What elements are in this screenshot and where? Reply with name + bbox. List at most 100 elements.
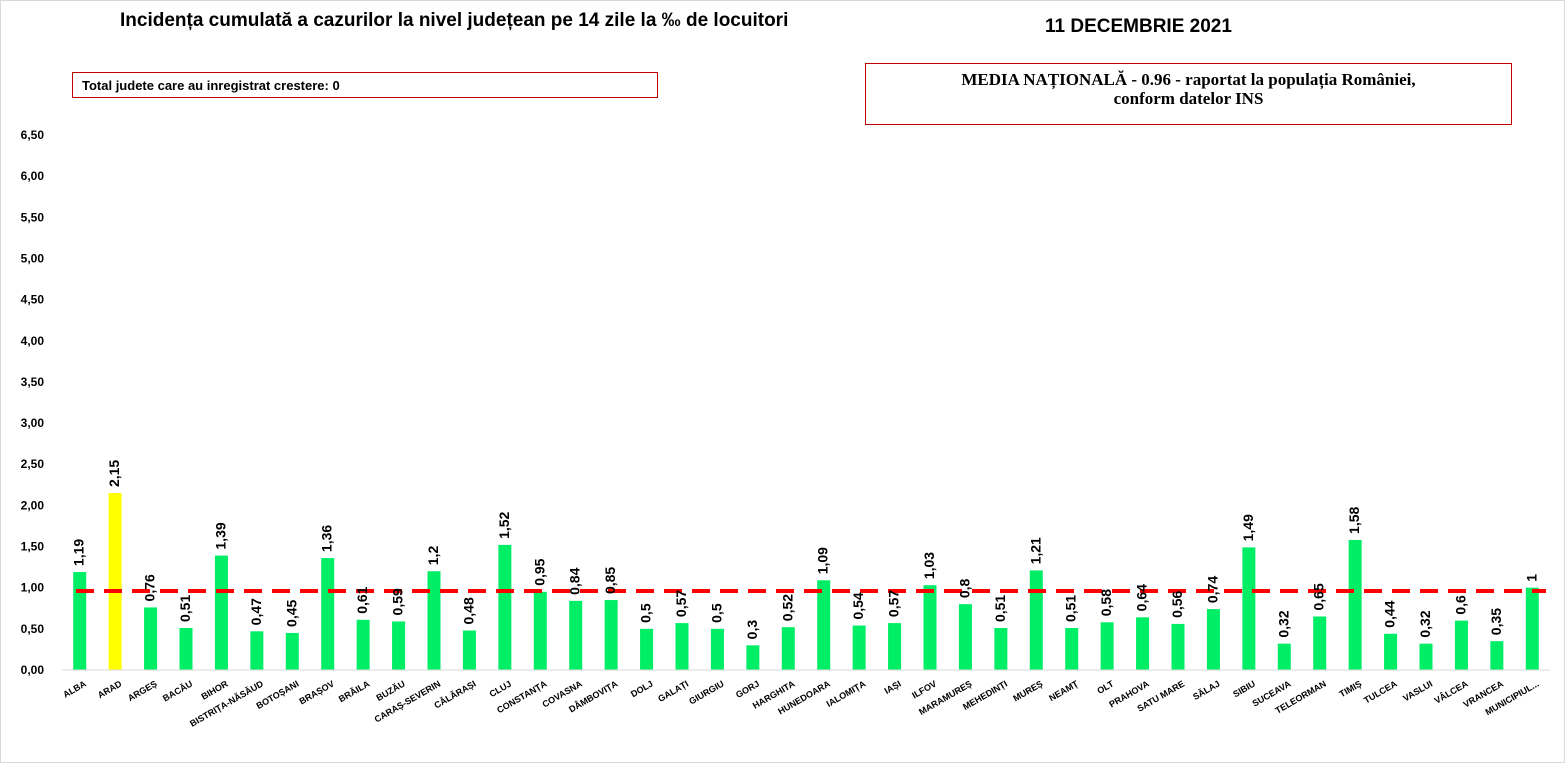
data-labels: 1,192,150,760,511,390,47 0,451,360,61 0,59… xyxy=(71,460,1540,640)
y-tick-label: 6,50 xyxy=(21,128,45,142)
bar xyxy=(710,628,724,670)
data-label: 1,52 xyxy=(496,511,512,538)
data-label: 0,51 xyxy=(1063,595,1079,622)
y-tick-label: 0,50 xyxy=(21,622,45,636)
data-label: 0,85 xyxy=(602,567,618,594)
y-tick-label: 5,00 xyxy=(21,251,45,265)
chart-title: Incidența cumulată a cazurilor la nivel … xyxy=(120,10,789,31)
category-label: BRAȘOV xyxy=(298,679,336,707)
category-label: SIBIU xyxy=(1231,679,1257,700)
bar xyxy=(569,600,583,670)
y-tick-label: 0,00 xyxy=(21,663,45,677)
data-label: 0,32 xyxy=(1275,610,1291,637)
bar xyxy=(604,600,618,670)
increase-count-box: Total judete care au inregistrat crester… xyxy=(72,72,658,98)
category-label: ARAD xyxy=(96,678,124,700)
category-label: TULCEA xyxy=(1362,678,1399,705)
y-axis: 0,00 0,50 1,00 1,50 2,00 2,50 3,00 3,50 4,00 4,50… xyxy=(21,128,45,677)
bar xyxy=(888,623,902,670)
category-label: GORJ xyxy=(734,679,761,700)
bar xyxy=(852,625,866,670)
bar xyxy=(923,585,937,670)
data-label: 0,51 xyxy=(992,595,1008,622)
bar xyxy=(1490,641,1504,670)
bar xyxy=(817,580,831,670)
data-label: 0,32 xyxy=(1417,610,1433,637)
category-label: GIURGIU xyxy=(687,679,725,707)
data-label: 0,52 xyxy=(779,594,795,621)
category-label: ALBA xyxy=(61,678,88,699)
category-label: VASLUI xyxy=(1401,679,1434,704)
data-label: 0,35 xyxy=(1488,608,1504,635)
bar xyxy=(640,628,654,670)
bar xyxy=(144,607,158,670)
data-label: 0,8 xyxy=(956,578,972,598)
data-label: 0,5 xyxy=(638,603,654,623)
data-label: 2,15 xyxy=(106,460,122,487)
bar xyxy=(1136,617,1150,670)
data-label: 0,51 xyxy=(177,595,193,622)
bar xyxy=(1171,623,1185,670)
bar xyxy=(285,632,299,670)
bar xyxy=(781,627,795,670)
report-date: 11 DECEMBRIE 2021 xyxy=(1045,16,1232,37)
data-label: 0,64 xyxy=(1134,584,1150,611)
bar xyxy=(321,558,335,670)
data-label: 0,54 xyxy=(850,592,866,619)
bar xyxy=(1454,620,1468,670)
data-label: 1,2 xyxy=(425,546,441,566)
bar xyxy=(1242,547,1256,670)
data-label: 0,84 xyxy=(567,567,583,594)
category-label: SĂLAJ xyxy=(1191,679,1222,702)
data-label: 0,61 xyxy=(354,586,370,613)
data-label: 0,95 xyxy=(531,558,547,585)
bar xyxy=(1206,609,1220,670)
bar xyxy=(498,544,512,670)
y-tick-label: 1,00 xyxy=(21,581,45,595)
data-label: 0,3 xyxy=(744,620,760,640)
bar xyxy=(356,619,370,670)
data-label: 0,47 xyxy=(248,598,264,625)
category-label: NEAMȚ xyxy=(1047,678,1080,703)
category-label: GALAȚI xyxy=(656,679,690,704)
y-tick-label: 3,00 xyxy=(21,416,45,430)
bar xyxy=(1277,643,1291,670)
data-label: 1,36 xyxy=(319,525,335,552)
bar xyxy=(1100,622,1114,670)
y-tick-label: 3,50 xyxy=(21,375,45,389)
data-label: 0,76 xyxy=(142,574,158,601)
bar xyxy=(1065,628,1079,670)
bar xyxy=(958,604,972,670)
national-average-line1: MEDIA NAȚIONALĂ - 0.96 - raportat la pop… xyxy=(961,70,1416,89)
bar xyxy=(108,493,122,670)
y-tick-label: 2,00 xyxy=(21,498,45,512)
data-label: 1,49 xyxy=(1240,514,1256,541)
data-label: 0,57 xyxy=(886,590,902,617)
category-label: TIMIȘ xyxy=(1338,679,1364,700)
category-label: MUREȘ xyxy=(1011,679,1044,704)
y-tick-label: 6,00 xyxy=(21,169,45,183)
category-label: CLUJ xyxy=(488,679,513,699)
bar xyxy=(675,623,689,670)
data-label: 1,09 xyxy=(815,547,831,574)
category-label: IALOMIȚA xyxy=(825,678,868,709)
data-label: 0,44 xyxy=(1382,600,1398,627)
category-label: OLT xyxy=(1095,678,1115,696)
bar xyxy=(462,630,476,670)
x-axis: ALBA ARAD ARGEȘ BACĂU BIHORBISTRIȚA-NĂSĂUDBO… xyxy=(61,669,1550,729)
category-label: BRĂILA xyxy=(337,678,372,704)
category-label: BACĂU xyxy=(161,679,194,704)
national-average-line2: conform datelor INS xyxy=(1113,89,1264,108)
data-label: 1,21 xyxy=(1027,537,1043,564)
data-label: 1,39 xyxy=(212,522,228,549)
bar xyxy=(1348,539,1362,670)
bar xyxy=(533,591,547,670)
bar xyxy=(250,631,264,670)
bar xyxy=(746,645,760,670)
category-label: DOLJ xyxy=(629,679,655,700)
category-label: ILFOV xyxy=(910,679,938,701)
bar xyxy=(214,555,228,670)
bars xyxy=(73,493,1539,670)
bar xyxy=(1525,587,1539,670)
